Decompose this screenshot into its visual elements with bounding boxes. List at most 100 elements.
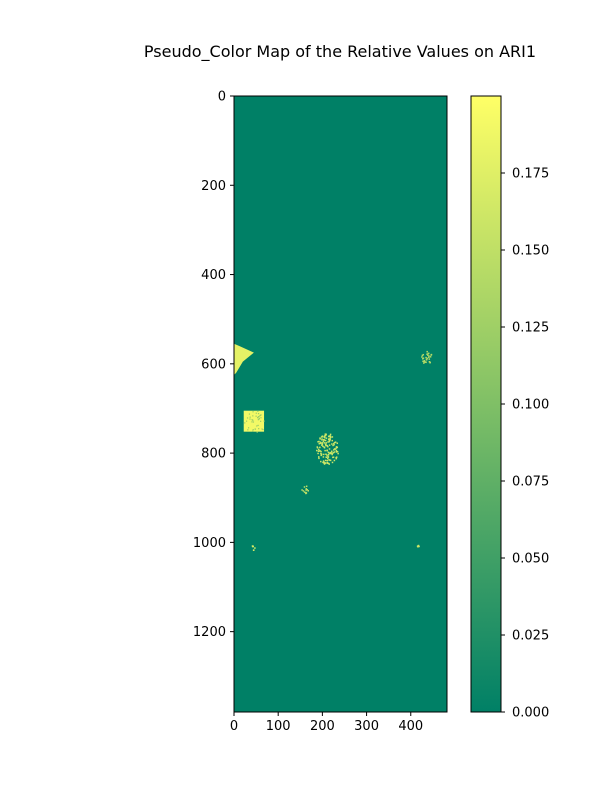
hotspot-pixel [321, 442, 324, 444]
hotspot-pixel [422, 360, 424, 363]
hotspot-pixel [331, 439, 333, 442]
hotspot-speckle [258, 428, 260, 430]
hotspot-pixel [327, 457, 329, 460]
y-axis: 0 200 400 600 800 1000 1200 [193, 90, 234, 640]
hotspot-speckle [252, 415, 254, 417]
hotspot-pixel [336, 446, 339, 449]
hotspot-speckle [246, 417, 249, 419]
hotspot-5 [251, 545, 256, 551]
hotspot-pixel [324, 436, 326, 439]
hotspot-pixel [328, 444, 331, 446]
hotspot-speckle [251, 421, 253, 423]
hotspot-pixel [417, 544, 420, 547]
hotspot-pixel [333, 443, 335, 446]
hotspot-pixel [253, 549, 255, 551]
hotspot-pixel [333, 441, 336, 444]
colorbar: 0.000 0.025 0.050 0.075 0.100 0.125 0.150 0.175 [470, 95, 549, 721]
hotspot-pixel [331, 450, 333, 453]
hotspot-speckle [252, 411, 254, 413]
hotspot-pixel [305, 485, 308, 488]
x-tick-label: 300 [354, 719, 379, 734]
hotspot-pixel [305, 488, 308, 490]
hotspot-pixel [303, 486, 306, 488]
hotspot-pixel [425, 361, 427, 364]
colorbar-tick-label: 0.075 [512, 475, 549, 490]
hotspot-pixel [318, 442, 321, 445]
hotspot-pixel [323, 446, 325, 448]
hotspot-pixel [331, 453, 333, 456]
hotspot-area [243, 410, 265, 432]
hotspot-pixel [329, 435, 331, 437]
hotspot-pixel [333, 449, 335, 451]
hotspot-pixel [332, 456, 334, 459]
hotspot-pixel [307, 490, 310, 492]
hotspot-pixel [325, 456, 328, 459]
hotspot-pixel [327, 453, 330, 456]
hotspot-pixel [335, 451, 338, 453]
hotspot-pixel [319, 450, 321, 452]
x-axis: 0 100 200 300 400 [230, 712, 423, 734]
hotspot-pixel [320, 460, 322, 463]
hotspot-speckle [244, 422, 246, 424]
hotspot-speckle [247, 427, 250, 429]
hotspot-pixel [428, 358, 431, 360]
hotspot-pixel [324, 443, 327, 446]
hotspot-pixel [320, 454, 322, 457]
y-tick-label: 800 [201, 447, 226, 462]
hotspot-pixel [302, 490, 305, 492]
hotspot-pixel [426, 350, 428, 353]
hotspot-pixel [328, 448, 331, 450]
hotspot-pixel [326, 454, 328, 456]
hotspot-pixel [323, 463, 326, 465]
colorbar-tick-label: 0.125 [512, 321, 549, 336]
hotspot-speckle [248, 413, 251, 415]
hotspot-pixel [422, 358, 424, 360]
hotspot-speckle [257, 419, 259, 421]
hotspot-speckle [262, 428, 264, 431]
x-tick-label: 400 [398, 719, 423, 734]
hotspot-pixel [329, 452, 332, 455]
x-tick-label: 200 [310, 719, 335, 734]
hotspot-pixel [426, 357, 428, 360]
hotspot-pixel [335, 446, 338, 448]
hotspot-pixel [427, 352, 430, 355]
hotspot-pixel [323, 442, 326, 444]
hotspot-pixel [425, 356, 427, 359]
hotspot-pixel [325, 444, 327, 447]
hotspot-pixel [329, 436, 332, 438]
colorbar-gradient [470, 95, 502, 713]
hotspot-speckle [249, 418, 251, 420]
hotspot-pixel [329, 433, 332, 436]
hotspot-pixel [301, 489, 303, 491]
hotspot-pixel [327, 451, 330, 454]
hotspot-speckle [257, 413, 260, 415]
hotspot-pixel [329, 459, 332, 462]
y-tick-label: 0 [218, 90, 226, 105]
hotspot-pixel [333, 448, 336, 450]
hotspot-pixel [318, 456, 320, 458]
hotspot-1 [243, 410, 265, 433]
hotspot-speckle [256, 431, 258, 433]
heatmap-plot [233, 95, 448, 713]
hotspot-pixel [322, 445, 324, 448]
hotspot-pixel [337, 452, 339, 455]
hotspot-speckle [255, 412, 257, 414]
hotspot-pixel [324, 449, 326, 452]
hotspot-speckle [255, 415, 257, 417]
hotspot-speckle [245, 420, 248, 422]
hotspot-pixel [322, 440, 325, 443]
hotspot-pixel [317, 452, 319, 455]
hotspot-pixel [321, 443, 324, 446]
hotspot-pixel [333, 459, 336, 462]
hotspot-pixel [328, 435, 330, 438]
hotspot-pixel [323, 436, 326, 438]
hotspot-pixel [321, 438, 323, 440]
hotspot-pixel [426, 353, 428, 355]
chart-title: Pseudo_Color Map of the Relative Values … [144, 42, 536, 62]
hotspot-speckle [252, 429, 254, 431]
hotspot-pixel [254, 547, 256, 549]
hotspot-pixel [331, 461, 334, 464]
hotspot-pixel [428, 355, 430, 357]
hotspot-pixel [322, 439, 325, 441]
hotspot-pixel [317, 448, 320, 451]
